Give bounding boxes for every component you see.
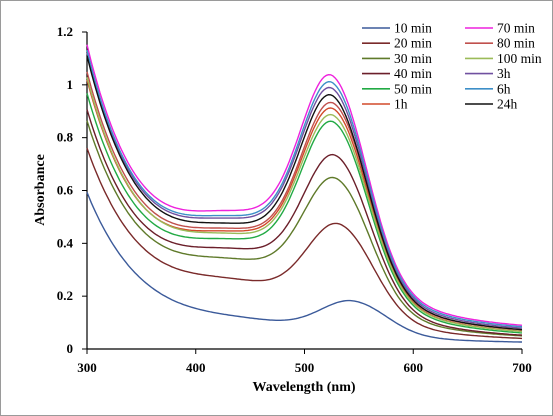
legend-label: 24h [497, 97, 518, 112]
legend-label: 80 min [497, 36, 535, 51]
series-line-8 [86, 77, 523, 333]
legend-label: 30 min [394, 51, 432, 66]
legend-label: 100 min [497, 51, 542, 66]
x-tick-label: 700 [512, 360, 532, 375]
x-tick-label: 300 [77, 360, 97, 375]
y-axis-title: Absorbance [33, 154, 48, 226]
x-tick-label: 500 [295, 360, 315, 375]
x-tick-label: 600 [404, 360, 424, 375]
y-tick-label: 0.2 [57, 288, 73, 303]
ticks: 300 400 500 600 700 0 0.2 0.4 0.6 0.8 1 1.2 [57, 24, 532, 375]
series-line-6 [86, 44, 523, 326]
legend-label: 3h [497, 66, 511, 81]
legend-label: 50 min [394, 81, 432, 96]
series-line-0 [86, 192, 522, 343]
legend-label: 6h [497, 81, 511, 96]
series-line-4 [86, 93, 523, 334]
series-line-11 [86, 55, 523, 331]
y-tick-label: 1.2 [57, 24, 73, 39]
series-line-9 [86, 52, 523, 329]
y-tick-label: 1 [67, 77, 74, 92]
x-tick-label: 400 [186, 360, 206, 375]
series-line-2 [86, 120, 523, 337]
series-line-10 [86, 50, 523, 328]
legend-label: 40 min [394, 66, 432, 81]
series-line-3 [86, 109, 523, 336]
legend-label: 1h [394, 97, 408, 112]
axes [86, 32, 522, 350]
legend-label: 10 min [394, 21, 432, 36]
y-tick-label: 0.8 [57, 130, 74, 145]
legend-label: 70 min [497, 21, 535, 36]
legend-label: 20 min [394, 36, 432, 51]
spectra-curves [86, 44, 523, 343]
y-tick-label: 0 [67, 341, 74, 356]
x-axis-title: Wavelength (nm) [252, 380, 355, 395]
y-tick-label: 0.6 [57, 183, 74, 198]
y-tick-label: 0.4 [57, 235, 74, 250]
series-line-1 [86, 147, 523, 340]
